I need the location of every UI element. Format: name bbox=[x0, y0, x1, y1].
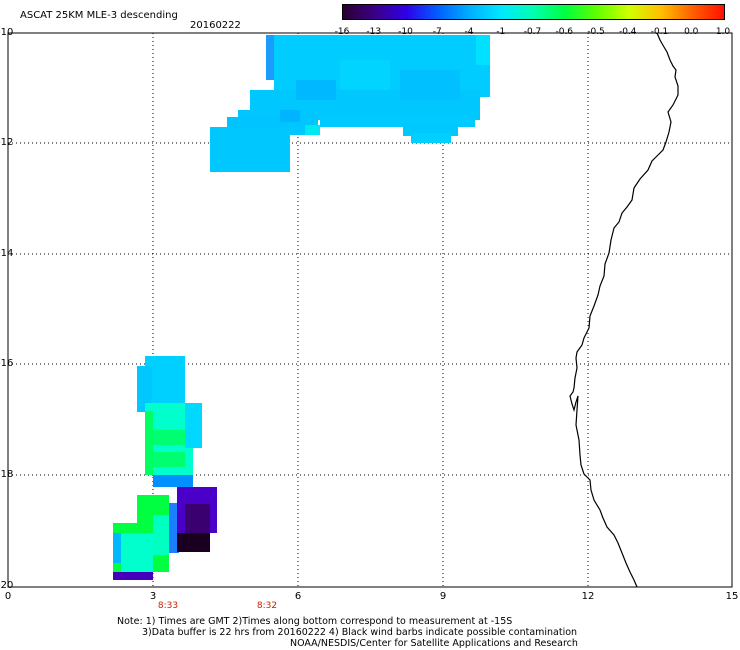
x-tick-label: 0 bbox=[4, 591, 12, 602]
data-swath-north bbox=[210, 35, 490, 172]
colorbar-tick-label: -0.1 bbox=[650, 27, 669, 37]
colorbar-tick-label: -4 bbox=[464, 27, 474, 37]
colorbar-tick-label: 1.0 bbox=[715, 27, 731, 37]
map-date: 20160222 bbox=[190, 20, 241, 31]
note-line-1: Note: 1) Times are GMT 2)Times along bot… bbox=[117, 616, 513, 627]
x-tick-label: 9 bbox=[439, 591, 447, 602]
colorbar-tick-label: -10 bbox=[398, 27, 413, 37]
colorbar-tick-label: -0.7 bbox=[523, 27, 542, 37]
colorbar-tick-label: -13 bbox=[366, 27, 382, 37]
time-label: 8:32 bbox=[256, 601, 278, 611]
colorbar-tick-label: -0.6 bbox=[555, 27, 574, 37]
coastline bbox=[569, 32, 679, 588]
y-tick-label: -16 bbox=[0, 358, 14, 369]
data-swath-south bbox=[113, 356, 217, 580]
colorbar-tick-label: -16 bbox=[334, 27, 350, 37]
y-tick-label: -20 bbox=[0, 580, 14, 591]
colorbar-tick-label: -1 bbox=[496, 27, 506, 37]
colorbar bbox=[342, 4, 725, 20]
map-title: ASCAT 25KM MLE-3 descending bbox=[20, 10, 178, 21]
colorbar-tick-label: -7 bbox=[432, 27, 442, 37]
y-tick-label: -12 bbox=[0, 137, 14, 148]
colorbar-tick-label: -0.5 bbox=[587, 27, 605, 37]
note-line-2: 3)Data buffer is 22 hrs from 20160222 4)… bbox=[142, 627, 578, 638]
y-tick-label: -18 bbox=[0, 469, 14, 480]
colorbar-tick-label: 0.0 bbox=[684, 27, 699, 37]
x-tick-label: 15 bbox=[725, 591, 739, 602]
time-label: 8:33 bbox=[157, 601, 179, 611]
x-tick-label: 3 bbox=[149, 591, 157, 602]
note-line-3: NOAA/NESDIS/Center for Satellite Applica… bbox=[290, 638, 578, 649]
colorbar-tick-label: -0.4 bbox=[618, 27, 637, 37]
plot-frame bbox=[7, 32, 733, 588]
y-tick-label: -14 bbox=[0, 248, 14, 259]
y-tick-label: -10 bbox=[0, 27, 14, 38]
x-tick-label: 6 bbox=[294, 591, 302, 602]
x-tick-label: 12 bbox=[581, 591, 595, 602]
